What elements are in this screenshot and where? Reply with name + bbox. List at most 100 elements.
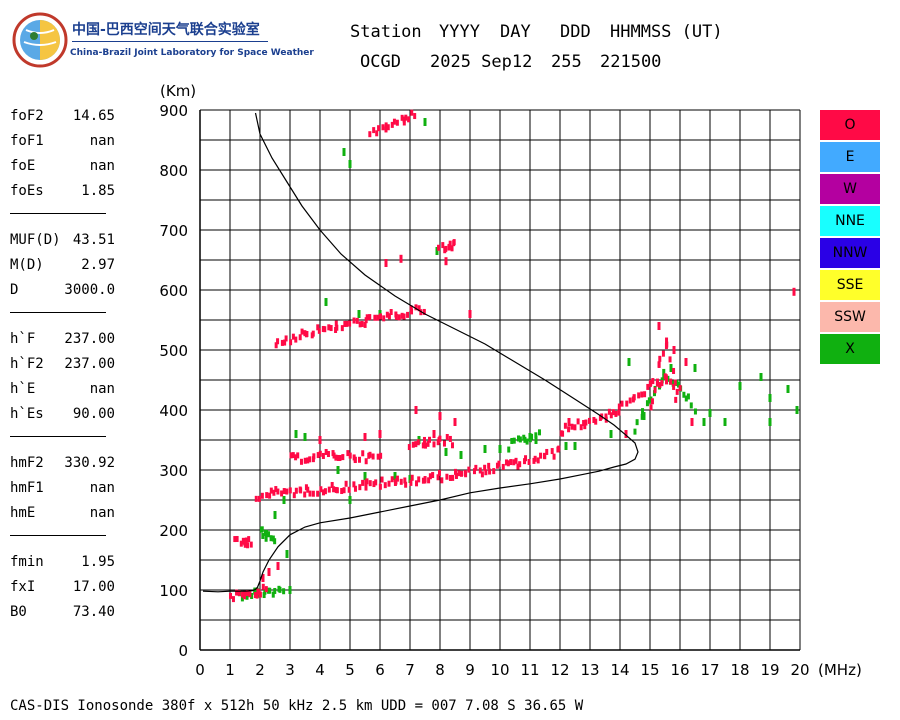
o-mode-echo — [264, 586, 268, 593]
o-mode-echo — [229, 592, 233, 599]
o-mode-echo — [253, 592, 257, 599]
o-mode-echo — [440, 477, 444, 484]
parameter-name: h`F2 — [10, 356, 44, 372]
x-mode-echo — [273, 587, 277, 594]
o-mode-echo — [368, 480, 372, 487]
o-mode-echo — [338, 455, 342, 462]
o-mode-echo — [399, 478, 403, 485]
x-mode-echo — [786, 385, 790, 393]
o-mode-echo — [364, 484, 368, 491]
o-mode-echo — [640, 391, 644, 398]
x-tick-label: 4 — [315, 661, 325, 679]
x-mode-echo — [262, 592, 266, 599]
o-mode-echo — [673, 379, 677, 386]
x-mode-echo — [523, 436, 527, 443]
o-mode-echo — [274, 486, 278, 493]
o-mode-echo — [365, 478, 369, 485]
o-mode-echo — [504, 459, 508, 466]
o-mode-echo — [665, 378, 669, 385]
o-mode-echo — [651, 378, 655, 385]
o-mode-echo — [386, 124, 390, 131]
o-mode-echo — [563, 422, 567, 429]
x-mode-echo — [273, 538, 277, 545]
x-mode-echo — [265, 529, 269, 536]
o-mode-echo — [478, 467, 482, 474]
o-mode-echo — [387, 480, 391, 487]
x-tick-label: 20 — [790, 661, 809, 679]
o-mode-echo — [582, 420, 586, 427]
o-mode-echo — [327, 486, 331, 493]
o-mode-echo — [233, 536, 237, 543]
parameter-value: nan — [89, 480, 115, 496]
x-axis-label: (MHz) — [818, 661, 862, 679]
y-tick-label: 200 — [159, 522, 188, 540]
o-mode-echo — [378, 313, 382, 320]
o-mode-echo — [665, 337, 669, 344]
parameter-separator — [10, 213, 106, 214]
chart-axes: 0 1 2 3 4 5 6 7 8 9 10 11 12 13 14 15 16 17 18 19 2001002003… — [159, 82, 861, 679]
o-mode-echo — [294, 336, 298, 343]
header-label-day: DAY — [500, 22, 531, 42]
x-mode-echo — [534, 436, 538, 444]
header-date: 2025 Sep12 — [430, 52, 533, 72]
x-mode-echo — [795, 406, 799, 414]
o-mode-echo — [409, 305, 413, 312]
x-mode-echo — [363, 472, 367, 480]
o-mode-echo — [280, 339, 284, 346]
o-mode-echo — [341, 454, 345, 461]
o-mode-echo — [410, 109, 414, 116]
o-mode-echo — [243, 590, 247, 597]
parameter-name: h`F — [10, 331, 36, 347]
o-mode-echo — [483, 464, 487, 471]
o-mode-echo — [410, 474, 414, 481]
o-mode-echo — [454, 472, 458, 479]
o-mode-echo — [352, 317, 356, 324]
x-mode-echo — [423, 118, 427, 126]
o-mode-echo — [319, 486, 323, 493]
x-mode-echo — [285, 550, 289, 558]
o-mode-echo — [400, 312, 404, 319]
o-mode-echo — [294, 487, 298, 494]
o-mode-echo — [436, 474, 440, 481]
o-mode-echo — [417, 476, 421, 483]
o-mode-echo — [318, 450, 322, 457]
o-mode-echo — [628, 397, 632, 404]
x-mode-echo — [669, 364, 673, 372]
o-mode-echo — [276, 338, 280, 345]
o-mode-echo — [674, 396, 678, 403]
o-mode-echo — [406, 311, 410, 318]
x-tick-label: 14 — [610, 661, 629, 679]
parameter-value: 237.00 — [64, 331, 115, 347]
x-mode-echo — [324, 298, 328, 306]
o-mode-echo — [345, 320, 349, 327]
x-mode-echo — [393, 472, 397, 480]
o-mode-echo — [655, 378, 659, 385]
y-tick-label: 700 — [159, 222, 188, 240]
x-mode-echo — [348, 496, 352, 504]
o-mode-echo — [474, 464, 478, 471]
o-mode-echo — [524, 455, 528, 462]
o-mode-echo — [381, 124, 385, 131]
parameter-name: foEs — [10, 183, 44, 199]
x-mode-echo — [282, 588, 286, 595]
o-mode-echo — [514, 457, 518, 464]
o-mode-echo — [300, 328, 304, 335]
o-mode-echo — [445, 473, 449, 480]
o-mode-echo — [347, 486, 351, 493]
o-mode-echo — [383, 482, 387, 489]
o-mode-echo — [450, 245, 454, 252]
o-mode-echo — [432, 441, 436, 448]
o-mode-echo — [690, 418, 694, 426]
x-tick-label: 19 — [760, 661, 779, 679]
legend-swatch-w: W — [820, 174, 880, 204]
o-mode-echo — [361, 450, 365, 457]
x-mode-echo — [682, 391, 686, 398]
o-mode-echo — [403, 477, 407, 484]
x-mode-echo — [510, 437, 514, 444]
x-mode-echo — [528, 433, 532, 441]
o-mode-echo — [379, 452, 383, 459]
o-mode-echo — [377, 125, 381, 132]
o-mode-echo — [376, 453, 380, 460]
x-tick-label: 9 — [465, 661, 475, 679]
o-mode-echo — [318, 436, 322, 444]
